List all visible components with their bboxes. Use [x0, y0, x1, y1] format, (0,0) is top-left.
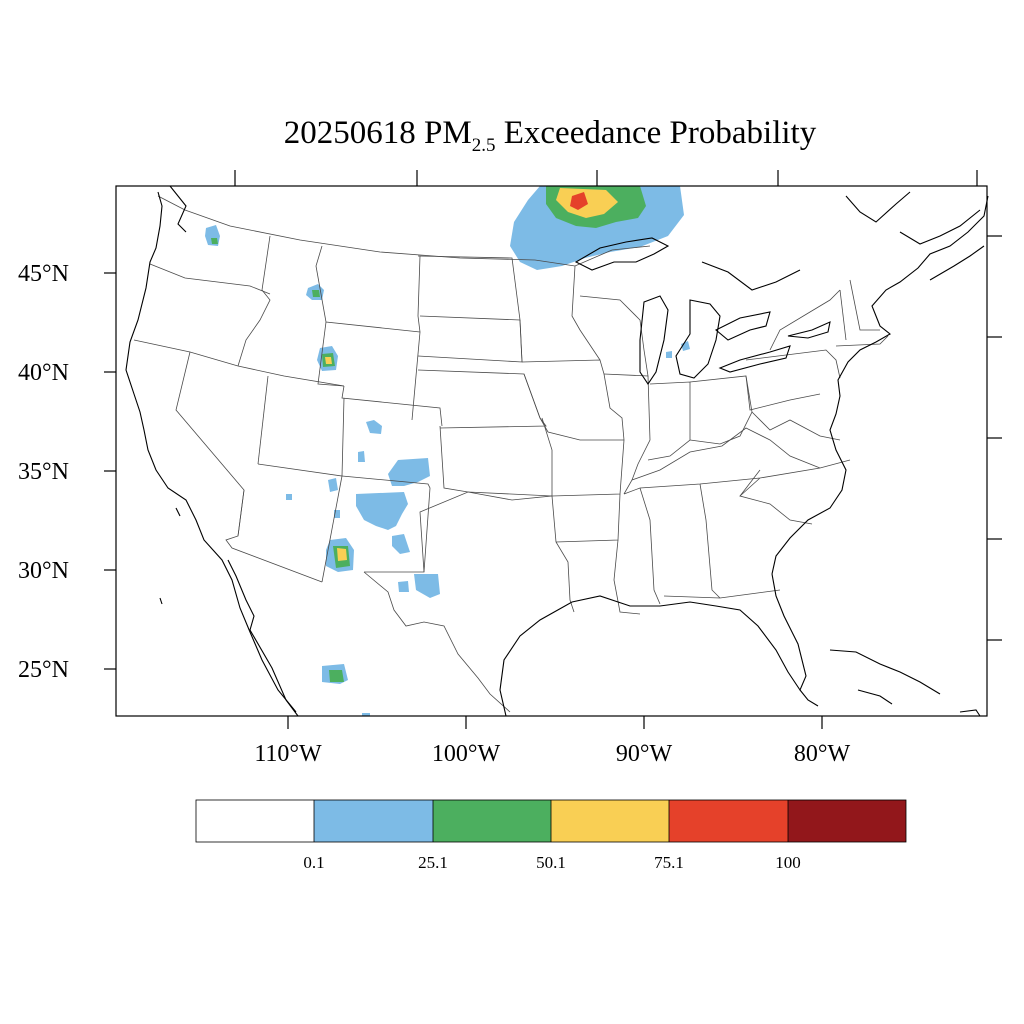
plume-southern-new-mexico	[326, 538, 354, 572]
color-bar-box-3	[433, 800, 551, 842]
probability-shading	[205, 186, 690, 716]
longitude-ticks	[287, 716, 823, 729]
latitude-ticks-right	[987, 235, 1002, 641]
plume-colorado-new-mexico	[286, 420, 430, 554]
title-subscript: 2.5	[472, 135, 496, 156]
color-bar-label-2: 25.1	[418, 853, 448, 872]
color-bar-label-5: 100	[775, 853, 801, 872]
coastlines	[125, 185, 989, 717]
color-bar-box-4	[551, 800, 669, 842]
lon-label-90w: 90°W	[616, 741, 673, 767]
map-title: 20250618 PM2.5 Exceedance Probability	[284, 115, 817, 156]
plume-sw-montana	[306, 284, 324, 300]
lon-label-110w: 110°W	[254, 741, 322, 767]
lat-label-45: 45°N	[18, 261, 69, 287]
lat-label-30: 30°N	[18, 558, 69, 584]
lat-label-35: 35°N	[18, 459, 69, 485]
title-prefix: 20250618 PM	[284, 115, 472, 151]
plume-minnesota	[510, 186, 684, 270]
longitude-ticks-top	[234, 170, 978, 186]
color-bar-box-2	[314, 800, 433, 842]
color-bar-labels: 0.1 25.1 50.1 75.1 100	[303, 853, 800, 872]
latitude-labels: 45°N 40°N 35°N 30°N 25°N	[18, 261, 69, 683]
latitude-ticks	[104, 272, 116, 670]
map-frame	[115, 185, 988, 717]
color-bar-label-4: 75.1	[654, 853, 684, 872]
state-boundaries	[133, 195, 889, 713]
plume-west-texas	[398, 574, 440, 598]
color-bar	[195, 799, 907, 843]
color-bar-box-6	[788, 800, 906, 842]
lat-label-40: 40°N	[18, 360, 69, 386]
lat-label-25: 25°N	[18, 657, 69, 683]
plume-michigan	[666, 341, 690, 358]
color-bar-label-3: 50.1	[536, 853, 566, 872]
color-bar-box-1	[196, 800, 314, 842]
lon-label-100w: 100°W	[432, 741, 501, 767]
lon-label-80w: 80°W	[794, 741, 851, 767]
plume-northern-mexico	[322, 664, 370, 716]
longitude-labels: 110°W 100°W 90°W 80°W	[254, 741, 850, 767]
color-bar-label-1: 0.1	[303, 853, 324, 872]
plume-nw-montana	[205, 225, 220, 246]
title-suffix: Exceedance Probability	[496, 115, 817, 151]
color-bar-box-5	[669, 800, 788, 842]
